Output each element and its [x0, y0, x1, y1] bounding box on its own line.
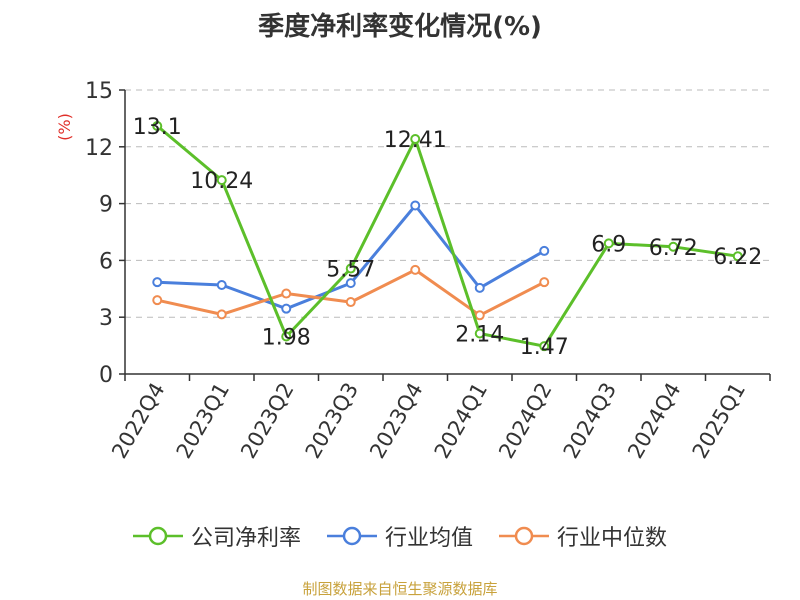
series-point-2: [410, 264, 421, 275]
y-tick-label: 3: [99, 306, 113, 331]
legend-item-industry-mean[interactable]: 行业均值: [326, 520, 473, 552]
data-label: 2.14: [455, 322, 504, 347]
x-tick-label: 2024Q3: [559, 379, 621, 463]
legend: 公司净利率 行业均值 行业中位数: [0, 520, 800, 552]
legend-label-company: 公司净利率: [190, 526, 301, 551]
x-tick-label: 2023Q3: [301, 379, 363, 463]
series-point-2: [216, 309, 227, 320]
series-point-2: [539, 277, 550, 288]
series-point-2: [474, 310, 485, 321]
series-point-0: [474, 328, 485, 339]
data-label: 1.47: [520, 335, 569, 360]
y-tick-label: 9: [99, 193, 113, 218]
series-point-0: [216, 175, 227, 186]
data-label: 10.24: [190, 169, 253, 194]
series-point-2: [152, 295, 163, 306]
x-tick-label: 2022Q4: [107, 379, 169, 463]
series-point-0: [152, 120, 163, 131]
series-line-0: [156, 124, 739, 348]
series-point-1: [345, 278, 356, 289]
y-axis-label: (%): [55, 113, 74, 141]
x-tick-label: 2024Q1: [430, 379, 492, 463]
series-point-0: [410, 134, 421, 145]
x-tick-label: 2024Q4: [623, 379, 685, 463]
series-point-1: [152, 277, 163, 288]
data-label: 13.1: [133, 115, 182, 140]
series-point-1: [281, 303, 292, 314]
data-label: 12.41: [384, 128, 447, 153]
legend-marker-company: [132, 526, 183, 546]
data-source-note: 制图数据来自恒生聚源数据库: [302, 580, 498, 598]
y-tick-label: 15: [85, 79, 113, 104]
x-tick-label: 2023Q1: [172, 379, 234, 463]
series-lines: [152, 120, 743, 352]
x-tick-label: 2024Q2: [494, 379, 556, 463]
series-point-2: [281, 288, 292, 299]
x-tick-label: 2025Q1: [688, 379, 750, 463]
grid-lines: [125, 89, 770, 318]
series-point-1: [216, 280, 227, 291]
data-label: 5.57: [326, 258, 375, 283]
series-point-1: [474, 282, 485, 293]
series-point-0: [603, 238, 614, 249]
series-point-0: [345, 263, 356, 274]
y-tick-label: 0: [99, 363, 113, 388]
data-label: 6.9: [591, 232, 626, 257]
y-tick-label: 6: [99, 249, 113, 274]
legend-item-industry-median[interactable]: 行业中位数: [499, 520, 667, 552]
series-point-0: [732, 251, 743, 262]
x-tick-label: 2023Q2: [236, 379, 298, 463]
legend-label-industry-median: 行业中位数: [557, 526, 668, 551]
data-labels: 13.1 10.24 1.98 5.57 12.41 2.14 1.47 6.9 6.72 6.2…: [133, 115, 762, 360]
series-point-0: [539, 341, 550, 352]
x-tick-label: 2023Q4: [365, 379, 427, 463]
series-point-1: [539, 245, 550, 256]
series-point-1: [410, 200, 421, 211]
data-label: 1.98: [262, 326, 311, 351]
data-label: 6.72: [649, 236, 698, 261]
series-point-2: [345, 297, 356, 308]
chart-title: 季度净利率变化情况(%): [258, 12, 542, 42]
series-point-0: [281, 331, 292, 342]
legend-marker-industry-median: [499, 526, 549, 546]
series-point-0: [668, 241, 679, 252]
legend-marker-industry-mean: [326, 526, 377, 546]
legend-item-company[interactable]: 公司净利率: [132, 520, 301, 552]
legend-label-industry-mean: 行业均值: [384, 526, 473, 551]
y-tick-label: 12: [85, 136, 113, 161]
data-label: 6.22: [713, 245, 762, 270]
